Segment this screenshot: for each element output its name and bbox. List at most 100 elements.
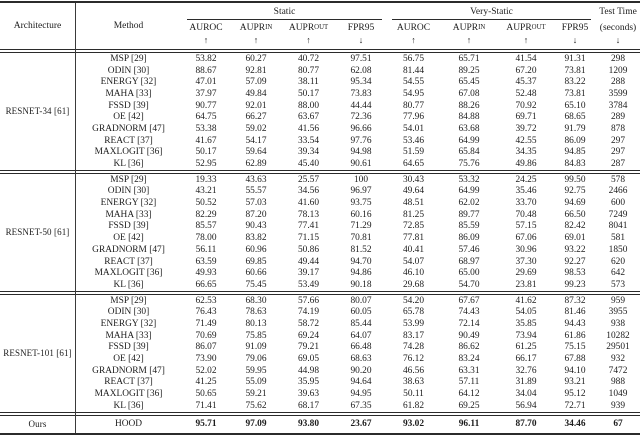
metric-value-cell: 57.66 [297, 295, 320, 306]
metric-value-cell: 81.25 [402, 209, 425, 220]
metric-value-cell: 68.63 [350, 354, 372, 365]
metric-value-cell: 81.52 [350, 244, 372, 255]
metric-value-cell: 34.04 [515, 389, 537, 400]
metric-name: AUPR [239, 22, 266, 33]
method-cell: ODIN [30] [107, 65, 150, 76]
metric-value-cell: 41.60 [297, 198, 320, 209]
metric-value-cell: 69.05 [297, 354, 320, 365]
metric-value-cell: 39.34 [297, 147, 320, 158]
metric-value-cell: 50.86 [297, 244, 320, 255]
metric-value-cell: 57.11 [458, 377, 480, 388]
metric-column-header: AUPR IN [230, 20, 282, 35]
metric-value-cell: 43.21 [195, 186, 217, 197]
metric-value-cell: 84.83 [564, 159, 586, 170]
architecture-block-resnet-34-61-: RESNET-34 [61] MSP [29] 53.82 60.27 40.72 97.… [0, 53, 640, 170]
metric-value-cell: 67.67 [458, 295, 480, 306]
metric-value-cell: 66.17 [515, 354, 537, 365]
metric-value-cell: 90.20 [350, 365, 372, 376]
metric-value-cell: 94.69 [564, 198, 586, 209]
metric-value-cell: 85.59 [458, 221, 480, 232]
metric-value-cell: 80.77 [297, 65, 320, 76]
metric-value-cell: 25.57 [297, 174, 320, 185]
metric-value-cell: 96.97 [350, 186, 372, 197]
metric-value-cell: 70.48 [515, 209, 537, 220]
group-header-static: Static [187, 3, 382, 20]
metric-value-cell: 24.25 [515, 174, 537, 185]
metric-value-cell: 64.75 [195, 112, 217, 123]
metric-value-cell: 45.40 [297, 159, 320, 170]
architecture-label: RESNET-50 [61] [5, 227, 70, 238]
metric-value-cell: 29501 [606, 342, 630, 353]
metric-value-cell: 37.30 [515, 256, 537, 267]
metric-value-cell: 41.25 [195, 377, 217, 388]
metric-value-cell: 60.96 [245, 244, 267, 255]
metric-value-cell: 90.18 [350, 279, 372, 290]
metric-value-cell: 60.27 [245, 53, 267, 64]
metric-value-cell: 53.46 [402, 135, 425, 146]
metric-value-cell: 71.41 [195, 400, 217, 411]
table-header: Architecture Method Static AUROC ↑ AUPR IN ↑ AUP… [0, 3, 640, 49]
metric-value-cell: 8041 [608, 221, 628, 232]
metric-value-cell: 41.67 [195, 135, 217, 146]
metric-value-cell: 49.93 [195, 268, 217, 279]
metric-value-cell: 93.22 [564, 244, 586, 255]
metric-value-cell: 100 [353, 174, 369, 185]
test-time-header-line1: Test Time [599, 6, 637, 17]
metric-value-cell: 573 [610, 279, 626, 290]
metric-value-cell: 64.99 [458, 135, 480, 146]
metric-value-cell: 33.70 [515, 198, 537, 209]
method-cell: FSSD [39] [108, 221, 149, 232]
metric-value-cell: 49.84 [245, 88, 267, 99]
metric-value-cell: 94.86 [350, 268, 372, 279]
metric-value-cell: 297 [610, 135, 626, 146]
metric-value-cell: 57.03 [245, 198, 267, 209]
method-cell: ENERGY [32] [100, 318, 157, 329]
metric-value-cell: 95.12 [564, 389, 586, 400]
method-cell: MAXLOGIT [36] [94, 268, 163, 279]
metric-value-cell: 92.75 [564, 186, 586, 197]
table-bottom-rule [0, 432, 640, 435]
method-cell: ENERGY [32] [100, 77, 157, 88]
metric-value-cell: 88.26 [458, 100, 480, 111]
metric-value-cell: 77.41 [297, 221, 320, 232]
metric-value-cell: 86.07 [195, 342, 217, 353]
architecture-label: RESNET-101 [61] [3, 348, 72, 359]
metric-value-cell: 76.43 [195, 307, 217, 318]
metric-value-cell: 54.17 [245, 135, 267, 146]
metric-value-cell: 57.09 [245, 77, 267, 88]
metric-value-cell: 51.59 [402, 147, 425, 158]
metric-value-cell: 32.76 [515, 365, 537, 376]
method-cell: MAHA [33] [105, 88, 152, 99]
architecture-column-header: Architecture [13, 21, 62, 31]
metric-value-cell: 77.96 [402, 112, 425, 123]
metric-value-cell: 70.92 [515, 100, 537, 111]
metric-value-cell: 54.55 [402, 77, 425, 88]
metric-value-cell: 69.85 [245, 256, 267, 267]
method-cell: MAXLOGIT [36] [94, 147, 163, 158]
metric-value-cell: 93.80 [297, 419, 320, 430]
architecture-block-resnet-50-61-: RESNET-50 [61] MSP [29] 19.33 43.63 25.57 100… [0, 174, 640, 291]
metric-value-cell: 44.98 [297, 365, 320, 376]
metric-value-cell: 58.72 [297, 318, 320, 329]
metric-value-cell: 97.76 [350, 135, 372, 146]
metric-value-cell: 73.81 [564, 88, 586, 99]
metric-value-cell: 71.15 [297, 233, 320, 244]
metric-value-cell: 93.21 [564, 377, 586, 388]
metric-value-cell: 73.83 [350, 88, 372, 99]
metric-value-cell: 64.12 [458, 389, 480, 400]
metric-value-cell: 78.13 [297, 209, 320, 220]
metric-value-cell: 67.06 [515, 233, 537, 244]
metric-value-cell: 50.17 [297, 88, 320, 99]
metric-value-cell: 89.25 [458, 65, 480, 76]
metric-value-cell: 83.24 [458, 354, 480, 365]
metric-value-cell: 79.21 [297, 342, 320, 353]
header-separator-rule [0, 49, 640, 53]
method-cell: MSP [29] [110, 174, 147, 185]
metric-column-header: AUPR OUT [282, 20, 335, 35]
metric-value-cell: 61.86 [564, 330, 586, 341]
metric-value-cell: 91.31 [564, 53, 586, 64]
metric-value-cell: 93.02 [402, 419, 425, 430]
metric-value-cell: 96.11 [458, 419, 480, 430]
metric-subscript: OUT [314, 24, 329, 31]
metric-value-cell: 53.82 [195, 53, 217, 64]
